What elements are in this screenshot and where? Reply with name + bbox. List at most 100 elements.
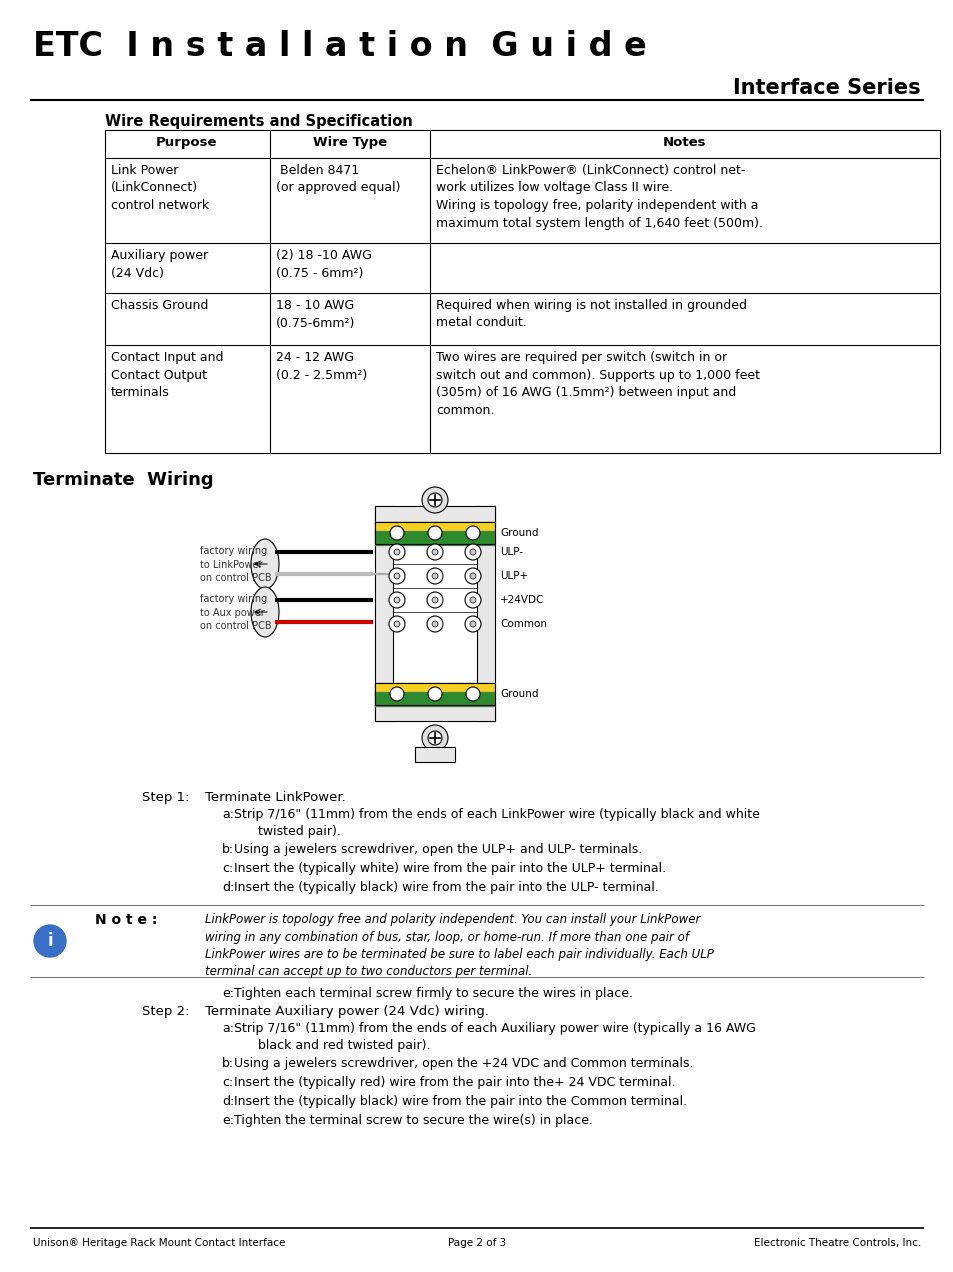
Text: Ground: Ground bbox=[499, 528, 537, 538]
Circle shape bbox=[428, 731, 441, 745]
Text: i: i bbox=[47, 932, 52, 950]
Circle shape bbox=[470, 572, 476, 579]
Text: +24VDC: +24VDC bbox=[499, 595, 544, 605]
Text: Insert the (typically black) wire from the pair into the Common terminal.: Insert the (typically black) wire from t… bbox=[233, 1095, 686, 1108]
Text: factory wiring
to Aux power
on control PCB: factory wiring to Aux power on control P… bbox=[200, 594, 272, 631]
Circle shape bbox=[394, 572, 399, 579]
Text: Using a jewelers screwdriver, open the ULP+ and ULP- terminals.: Using a jewelers screwdriver, open the U… bbox=[233, 843, 641, 856]
Circle shape bbox=[428, 494, 441, 508]
Circle shape bbox=[394, 597, 399, 603]
Text: d:: d: bbox=[222, 881, 234, 894]
Circle shape bbox=[394, 621, 399, 627]
Text: Unison® Heritage Rack Mount Contact Interface: Unison® Heritage Rack Mount Contact Inte… bbox=[33, 1238, 285, 1248]
Text: Page 2 of 3: Page 2 of 3 bbox=[447, 1238, 506, 1248]
Text: e:: e: bbox=[222, 987, 233, 1000]
Text: factory wiring
to LinkPower
on control PCB: factory wiring to LinkPower on control P… bbox=[200, 546, 272, 583]
Text: Strip 7/16" (11mm) from the ends of each LinkPower wire (typically black and whi: Strip 7/16" (11mm) from the ends of each… bbox=[233, 808, 760, 838]
Circle shape bbox=[390, 527, 403, 541]
Circle shape bbox=[464, 591, 480, 608]
Bar bbox=[476, 506, 495, 721]
Circle shape bbox=[464, 616, 480, 632]
Text: Wire Type: Wire Type bbox=[313, 136, 387, 149]
Text: b:: b: bbox=[222, 843, 233, 856]
Text: Step 2:: Step 2: bbox=[142, 1005, 190, 1018]
Text: LinkPower is topology free and polarity independent. You can install your LinkPo: LinkPower is topology free and polarity … bbox=[205, 913, 713, 978]
Ellipse shape bbox=[251, 539, 278, 589]
Text: Terminate LinkPower.: Terminate LinkPower. bbox=[205, 791, 345, 804]
Text: a:: a: bbox=[222, 808, 233, 820]
Bar bbox=[415, 747, 455, 762]
Circle shape bbox=[427, 616, 442, 632]
Circle shape bbox=[432, 572, 437, 579]
Text: ETC  I n s t a l l a t i o n  G u i d e: ETC I n s t a l l a t i o n G u i d e bbox=[33, 31, 646, 64]
Text: Terminate  Wiring: Terminate Wiring bbox=[33, 471, 213, 488]
Circle shape bbox=[432, 550, 437, 555]
Text: Insert the (typically black) wire from the pair into the ULP- terminal.: Insert the (typically black) wire from t… bbox=[233, 881, 659, 894]
Circle shape bbox=[470, 550, 476, 555]
Circle shape bbox=[470, 621, 476, 627]
Text: Purpose: Purpose bbox=[156, 136, 217, 149]
Circle shape bbox=[428, 687, 441, 701]
Circle shape bbox=[421, 487, 448, 513]
Bar bbox=[375, 506, 495, 522]
Text: Step 1:: Step 1: bbox=[142, 791, 190, 804]
Circle shape bbox=[389, 544, 405, 560]
Text: (2) 18 -10 AWG
(0.75 - 6mm²): (2) 18 -10 AWG (0.75 - 6mm²) bbox=[275, 249, 372, 280]
Circle shape bbox=[470, 597, 476, 603]
Circle shape bbox=[427, 569, 442, 584]
Text: Wire Requirements and Specification: Wire Requirements and Specification bbox=[105, 114, 413, 128]
Text: Tighten the terminal screw to secure the wire(s) in place.: Tighten the terminal screw to secure the… bbox=[233, 1114, 593, 1127]
Circle shape bbox=[427, 591, 442, 608]
Circle shape bbox=[432, 621, 437, 627]
Ellipse shape bbox=[251, 586, 278, 637]
Circle shape bbox=[464, 544, 480, 560]
Text: Ground: Ground bbox=[499, 689, 537, 700]
Circle shape bbox=[427, 544, 442, 560]
Bar bbox=[375, 683, 495, 705]
Text: Contact Input and
Contact Output
terminals: Contact Input and Contact Output termina… bbox=[111, 351, 223, 399]
Text: Belden 8471
(or approved equal): Belden 8471 (or approved equal) bbox=[275, 164, 400, 195]
Text: N o t e :: N o t e : bbox=[95, 913, 157, 927]
Circle shape bbox=[389, 616, 405, 632]
Text: Interface Series: Interface Series bbox=[733, 78, 920, 98]
Text: c:: c: bbox=[222, 862, 233, 875]
Text: ULP+: ULP+ bbox=[499, 571, 528, 581]
Text: Strip 7/16" (11mm) from the ends of each Auxiliary power wire (typically a 16 AW: Strip 7/16" (11mm) from the ends of each… bbox=[233, 1021, 755, 1052]
Bar bbox=[375, 705, 495, 721]
Text: Common: Common bbox=[499, 619, 546, 628]
Bar bbox=[375, 530, 495, 546]
Circle shape bbox=[465, 687, 479, 701]
Text: a:: a: bbox=[222, 1021, 233, 1035]
Circle shape bbox=[428, 527, 441, 541]
Text: c:: c: bbox=[222, 1076, 233, 1089]
Text: Echelon® LinkPower® (LinkConnect) control net-
work utilizes low voltage Class I: Echelon® LinkPower® (LinkConnect) contro… bbox=[436, 164, 762, 229]
Text: Insert the (typically red) wire from the pair into the+ 24 VDC terminal.: Insert the (typically red) wire from the… bbox=[233, 1076, 675, 1089]
Circle shape bbox=[389, 591, 405, 608]
Bar bbox=[375, 692, 495, 707]
Text: Terminate Auxiliary power (24 Vdc) wiring.: Terminate Auxiliary power (24 Vdc) wirin… bbox=[205, 1005, 489, 1018]
Text: e:: e: bbox=[222, 1114, 233, 1127]
Bar bbox=[375, 522, 495, 536]
Text: 18 - 10 AWG
(0.75-6mm²): 18 - 10 AWG (0.75-6mm²) bbox=[275, 299, 355, 329]
Text: Chassis Ground: Chassis Ground bbox=[111, 299, 208, 312]
Circle shape bbox=[421, 725, 448, 750]
Circle shape bbox=[390, 687, 403, 701]
Text: Insert the (typically white) wire from the pair into the ULP+ terminal.: Insert the (typically white) wire from t… bbox=[233, 862, 665, 875]
Bar bbox=[375, 506, 393, 721]
Text: Auxiliary power
(24 Vdc): Auxiliary power (24 Vdc) bbox=[111, 249, 208, 280]
Text: Two wires are required per switch (switch in or
switch out and common). Supports: Two wires are required per switch (switc… bbox=[436, 351, 760, 416]
Text: d:: d: bbox=[222, 1095, 234, 1108]
Bar bbox=[375, 683, 495, 696]
Bar bbox=[105, 130, 939, 453]
Circle shape bbox=[432, 597, 437, 603]
Text: Using a jewelers screwdriver, open the +24 VDC and Common terminals.: Using a jewelers screwdriver, open the +… bbox=[233, 1057, 693, 1070]
Text: Notes: Notes bbox=[662, 136, 706, 149]
Bar bbox=[375, 522, 495, 544]
Text: Tighten each terminal screw firmly to secure the wires in place.: Tighten each terminal screw firmly to se… bbox=[233, 987, 633, 1000]
Circle shape bbox=[464, 569, 480, 584]
Circle shape bbox=[465, 527, 479, 541]
Text: ULP-: ULP- bbox=[499, 547, 522, 557]
Text: 24 - 12 AWG
(0.2 - 2.5mm²): 24 - 12 AWG (0.2 - 2.5mm²) bbox=[275, 351, 367, 382]
Text: Link Power
(LinkConnect)
control network: Link Power (LinkConnect) control network bbox=[111, 164, 209, 212]
Text: b:: b: bbox=[222, 1057, 233, 1070]
